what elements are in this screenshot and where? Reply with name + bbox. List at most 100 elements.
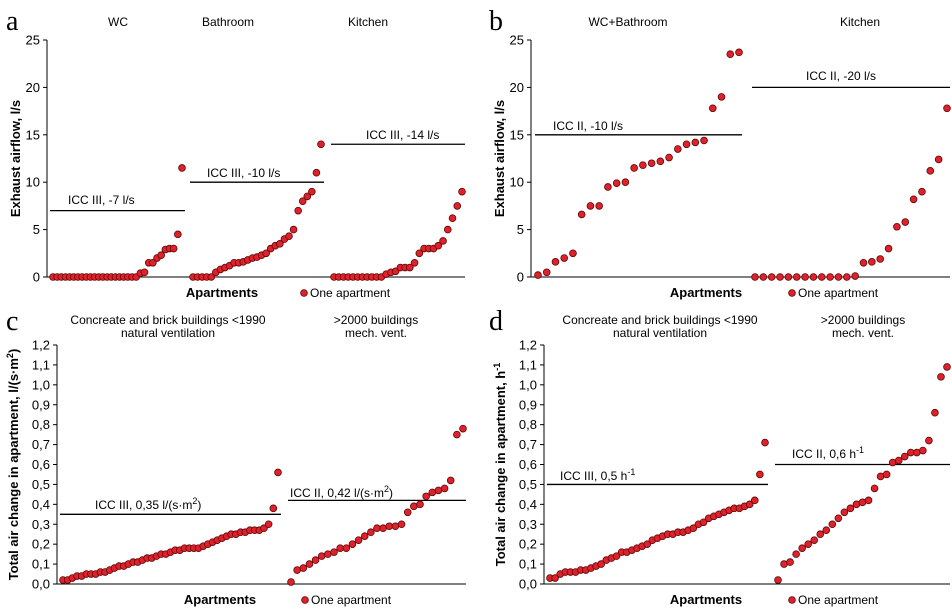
data-point (689, 524, 698, 533)
y-tick-label: 25 (26, 33, 40, 48)
data-point (285, 232, 293, 241)
data-point (826, 273, 834, 281)
data-point (459, 424, 467, 433)
data-point (843, 273, 851, 281)
panel-c: c 0,0 0,1 0,2 0,3 0,4 0,5 0,6 0,7 0,8 0,9 1,0 1,1 1,2… (5, 306, 467, 607)
data-point (894, 456, 903, 465)
data-point (761, 438, 769, 447)
data-point (925, 436, 933, 445)
group-label: >2000 buildings (821, 313, 905, 327)
data-point (406, 263, 414, 272)
y-tick-label: 0,3 (32, 517, 50, 532)
data-point (289, 225, 298, 234)
data-point (551, 258, 560, 266)
data-point (453, 430, 461, 439)
y-tick-label: 10 (26, 175, 40, 190)
data-point (647, 159, 656, 168)
data-point (157, 251, 165, 259)
data-point (299, 564, 308, 572)
y-tick-label: 1,0 (519, 377, 537, 392)
y-tick-label: 20 (510, 80, 524, 95)
data-point (269, 504, 278, 513)
legend-label: One apartment (311, 593, 392, 607)
legend-marker (300, 289, 308, 297)
data-point (569, 249, 577, 258)
panel-b: b 0 5 10 15 20 25 Exhaust airflow, l/s WC+Bathro… (489, 6, 951, 300)
data-point (943, 363, 951, 371)
panel-letter: a (6, 6, 19, 37)
data-point (792, 550, 800, 558)
data-point (750, 496, 759, 505)
data-point (439, 237, 447, 245)
y-axis-label: Exhaust airflow, l/s (8, 100, 23, 217)
data-point (604, 183, 612, 191)
x-axis-label: Apartments (184, 592, 256, 607)
data-point (207, 273, 216, 281)
group-label: >2000 buildings (334, 313, 418, 327)
panel-d: d 0,0 0,1 0,2 0,3 0,4 0,5 0,6 0,7 0,8 0,9 1,0 1,1 1,2… (489, 306, 951, 607)
reference-label: ICC III, -10 l/s (207, 166, 280, 180)
data-point (410, 258, 419, 267)
data-point (756, 470, 764, 479)
data-point (174, 230, 182, 239)
y-tick-label: 0,4 (519, 497, 537, 512)
data-point (776, 273, 784, 281)
reference-label: ICC III, 0,35 l/(s·m2) (95, 496, 201, 512)
group-2: Kitchen ICC III, -14 l/s (330, 15, 466, 281)
y-tick-label: 0,2 (519, 537, 537, 552)
data-point (534, 271, 542, 279)
y-tick-label: 0,6 (32, 457, 50, 472)
data-point (851, 272, 859, 280)
y-tick-label: 0,9 (519, 397, 537, 412)
reference-label: ICC II, -10 l/s (553, 119, 623, 133)
y-tick-label: 5 (517, 222, 524, 237)
group-label: natural ventilation (121, 326, 215, 340)
data-point (415, 249, 424, 258)
y-tick-label: 0,8 (519, 417, 537, 432)
data-point (551, 574, 559, 582)
data-point (735, 48, 743, 57)
data-point (700, 136, 708, 145)
data-point (560, 254, 569, 262)
data-point (828, 520, 837, 529)
legend-label: One apartment (798, 286, 879, 300)
data-point (767, 273, 776, 281)
y-tick-label: 0,3 (519, 517, 537, 532)
data-point (305, 560, 314, 568)
data-point (330, 548, 338, 556)
data-point (864, 496, 873, 505)
group-0: Concreate and brick buildings <1990natur… (546, 313, 769, 582)
data-point (810, 536, 819, 544)
y-tick-label: 20 (26, 80, 40, 95)
data-point (699, 518, 708, 527)
y-tick-label: 0,9 (32, 397, 50, 412)
data-point (717, 93, 726, 101)
panel-letter: d (489, 306, 503, 337)
data-point (287, 578, 295, 586)
data-point (846, 504, 855, 513)
legend-marker (788, 289, 796, 297)
data-point (840, 508, 849, 517)
data-point (774, 576, 782, 584)
y-tick-label: 1,2 (32, 338, 50, 353)
data-point (274, 468, 282, 477)
group-label: mech. vent. (832, 326, 894, 340)
legend-marker (301, 596, 309, 604)
y-tick-label: 0 (517, 270, 524, 285)
data-point (834, 514, 843, 523)
data-point (882, 470, 891, 479)
y-tick-label: 0,7 (32, 437, 50, 452)
data-point (726, 50, 735, 59)
data-point (937, 373, 945, 381)
group-label: Kitchen (840, 15, 880, 29)
y-tick-label: 0,0 (32, 577, 50, 592)
group-1: Kitchen ICC II, -20 l/s (751, 15, 951, 281)
data-point (801, 273, 809, 281)
data-point (893, 222, 901, 231)
reference-label: ICC II, -20 l/s (806, 69, 876, 83)
data-point (434, 241, 443, 250)
data-point (665, 153, 673, 162)
y-tick-label: 0 (33, 270, 40, 285)
